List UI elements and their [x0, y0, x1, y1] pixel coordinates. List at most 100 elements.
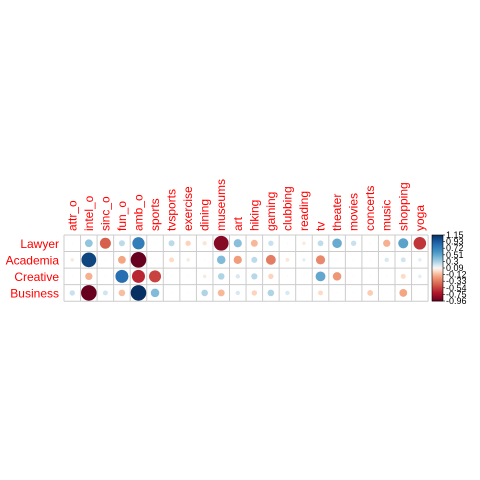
correlation-circle: [369, 259, 371, 261]
correlation-circle: [216, 255, 226, 265]
row-label: Creative: [14, 270, 59, 284]
correlation-circle: [201, 289, 208, 297]
correlation-circle: [418, 274, 422, 279]
colorbar-segment: [432, 244, 443, 247]
correlation-circle: [154, 259, 156, 261]
colorbar-tick-label: 0.3: [446, 256, 459, 266]
colorbar-segment: [432, 243, 443, 246]
column-label: exercise: [181, 186, 195, 231]
colorbar-tick-label: 0.09: [446, 263, 464, 273]
correlation-circle: [235, 274, 240, 279]
correlation-circle: [251, 290, 258, 296]
colorbar-tick-label: 0.51: [446, 250, 464, 260]
colorbar-tick-label: -0.54: [446, 283, 467, 293]
column-label: concerts: [363, 186, 377, 231]
correlation-circle: [233, 255, 242, 264]
colorbar-segment: [432, 246, 443, 248]
row-label: Business: [10, 286, 59, 300]
correlation-circle: [315, 255, 326, 265]
correlation-circle: [170, 292, 173, 294]
correlation-circle: [169, 257, 175, 263]
colorbar-segment: [432, 242, 443, 245]
correlation-circle: [168, 240, 175, 247]
correlation-circle: [369, 242, 371, 244]
colorbar-segment: [432, 259, 443, 261]
colorbar-segment: [432, 269, 443, 271]
colorbar-segment: [432, 284, 443, 286]
correlation-circle: [353, 292, 355, 294]
column-label: tv: [314, 222, 328, 231]
colorbar: 1.150.930.720.510.30.09-0.12-0.33-0.54-0…: [431, 230, 467, 306]
correlation-circle: [383, 239, 391, 247]
correlation-circle: [303, 275, 305, 277]
circles: [69, 235, 427, 301]
correlation-circle: [267, 289, 275, 297]
correlation-circle: [118, 255, 126, 264]
row-label: Academia: [6, 253, 60, 267]
colorbar-segment: [432, 261, 443, 263]
correlation-circle: [132, 237, 145, 250]
correlation-circle: [233, 239, 242, 248]
correlation-circle: [265, 254, 276, 265]
correlation-circle: [367, 290, 374, 296]
correlation-circle: [302, 241, 306, 246]
colorbar-segment: [432, 251, 443, 253]
column-label: clubbing: [280, 186, 294, 231]
correlation-circle: [115, 269, 129, 283]
correlation-circle: [187, 275, 189, 277]
correlation-circle: [250, 239, 258, 247]
correlation-circle: [85, 272, 93, 281]
correlation-circle: [400, 257, 406, 263]
colorbar-segment: [432, 239, 443, 241]
correlation-circle: [336, 292, 338, 294]
column-label: sports: [148, 198, 162, 231]
colorbar-segment: [432, 235, 443, 237]
colorbar-segment: [432, 253, 443, 256]
correlation-circle: [104, 259, 106, 261]
colorbar-segment: [432, 236, 443, 238]
colorbar-segment: [432, 293, 443, 295]
column-label: reading: [297, 191, 311, 231]
colorbar-tick-label: -0.12: [446, 270, 467, 280]
column-label: intel_o: [82, 195, 96, 231]
colorbar-segment: [432, 254, 443, 257]
column-label: amb_o: [131, 194, 145, 231]
correlation-circle: [185, 240, 191, 246]
colorbar-segment: [432, 258, 443, 260]
colorbar-tick-label: 1.15: [446, 230, 464, 240]
colorbar-tick-label: -0.33: [446, 276, 467, 286]
colorbar-segment: [432, 280, 443, 282]
correlation-circle: [81, 285, 97, 301]
colorbar-segment: [432, 285, 443, 288]
colorbar-segment: [432, 240, 443, 242]
colorbar-tick-label: 0.93: [446, 237, 464, 247]
correlation-circle: [154, 242, 156, 244]
correlation-circle: [150, 288, 160, 298]
colorbar-segment: [432, 295, 443, 297]
colorbar-segment: [432, 297, 443, 300]
correlation-circle: [118, 289, 126, 297]
column-label: theater: [330, 194, 344, 231]
correlation-circle: [398, 238, 409, 249]
correlation-circle: [413, 237, 427, 250]
colorbar-segment: [432, 266, 443, 269]
correlation-circle: [202, 274, 207, 279]
correlation-circle: [303, 292, 305, 294]
colorbar-segment: [432, 299, 443, 302]
column-label: tvsports: [165, 189, 179, 231]
correlation-circle: [386, 292, 388, 294]
correlation-circle: [81, 252, 97, 268]
correlation-circle: [384, 257, 389, 263]
colorbar-segment: [432, 286, 443, 289]
colorbar-segment: [432, 273, 443, 275]
correlation-circle: [268, 273, 274, 280]
correlation-circle: [217, 289, 225, 297]
column-label: attr_o: [65, 200, 79, 231]
correlation-circle: [104, 275, 106, 277]
correlation-circle: [204, 259, 206, 261]
correlation-circle: [369, 275, 371, 277]
colorbar-segment: [432, 241, 443, 244]
correlation-circle: [70, 258, 75, 262]
colorbar-segment: [432, 260, 443, 262]
